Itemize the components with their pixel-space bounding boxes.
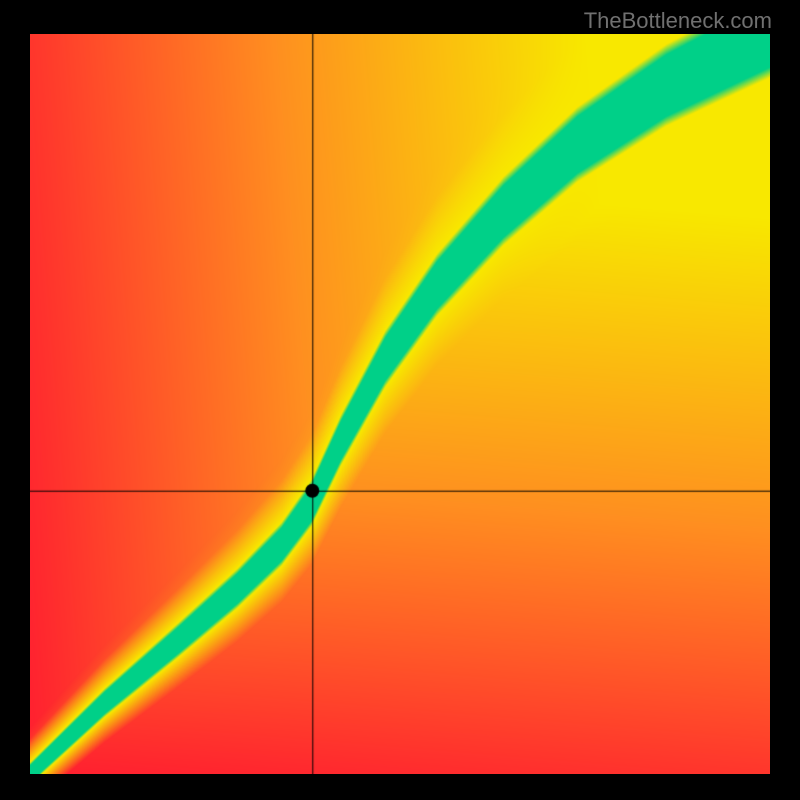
chart-container: TheBottleneck.com xyxy=(0,0,800,800)
heatmap-plot xyxy=(30,34,770,774)
watermark-text: TheBottleneck.com xyxy=(584,8,772,34)
heatmap-canvas xyxy=(30,34,770,774)
